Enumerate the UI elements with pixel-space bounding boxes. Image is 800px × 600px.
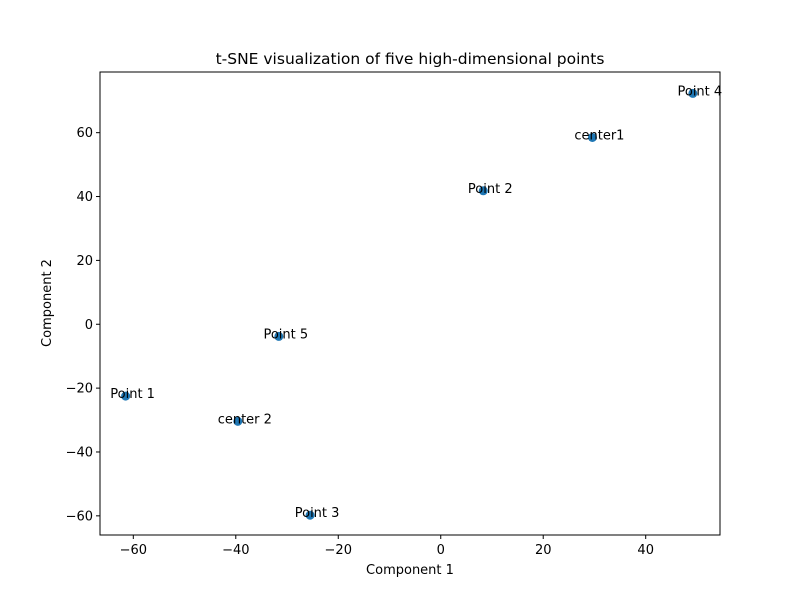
point-label: Point 1 — [110, 387, 155, 402]
y-tick-label: −60 — [66, 509, 93, 524]
point-label: Point 5 — [263, 327, 308, 342]
y-tick-label: 0 — [85, 318, 93, 333]
scatter-point — [121, 391, 131, 401]
scatter-point — [688, 88, 698, 98]
point-label: Point 2 — [468, 182, 513, 197]
y-tick-label: −40 — [66, 445, 93, 460]
x-tick-label: −60 — [120, 543, 147, 558]
scatter-point — [305, 510, 315, 520]
x-tick-label: 40 — [637, 543, 654, 558]
x-tick-label: −20 — [325, 543, 352, 558]
y-axis-label: Component 2 — [40, 259, 55, 347]
plot-frame — [99, 71, 721, 536]
scatter-point — [478, 186, 488, 196]
x-axis-ticks: −60 −40 −20 0 20 40 — [120, 535, 654, 558]
x-axis-label: Component 1 — [366, 563, 454, 578]
scatter-point — [233, 416, 243, 426]
y-tick-label: 40 — [76, 190, 93, 205]
scatter-point — [274, 331, 284, 341]
point-label: Point 4 — [677, 84, 722, 99]
y-tick-label: 60 — [76, 126, 93, 141]
x-tick-label: −40 — [222, 543, 249, 558]
chart-title: t-SNE visualization of five high-dimensi… — [216, 50, 605, 68]
point-label: Point 3 — [295, 506, 340, 521]
x-tick-label: 20 — [535, 543, 552, 558]
x-tick-label: 0 — [437, 543, 445, 558]
y-axis-ticks: −60 −40 −20 0 20 40 60 — [66, 126, 100, 524]
scatter-point — [587, 132, 597, 142]
point-label: center1 — [574, 128, 624, 143]
point-label: center 2 — [218, 412, 272, 427]
y-tick-label: 20 — [76, 254, 93, 269]
plot-marks: Point 1 Point 2 Point 3 Point 4 Point 5 cente… — [110, 84, 722, 521]
y-tick-label: −20 — [66, 382, 93, 397]
